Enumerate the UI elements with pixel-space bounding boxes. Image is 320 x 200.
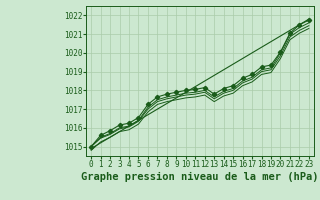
X-axis label: Graphe pression niveau de la mer (hPa): Graphe pression niveau de la mer (hPa) xyxy=(81,172,319,182)
